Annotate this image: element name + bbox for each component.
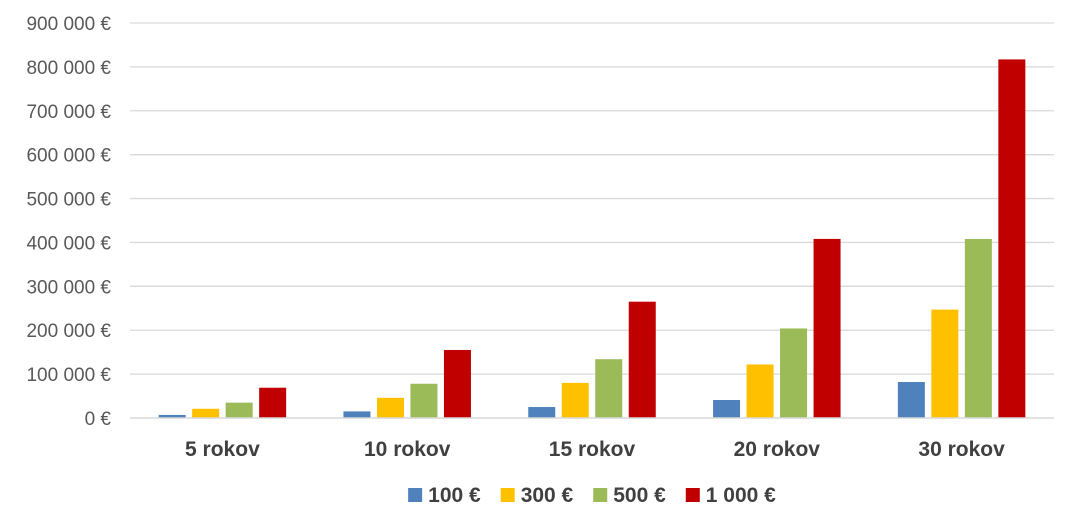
legend-swatch [593,488,608,502]
bar-3-4 [780,328,808,418]
bar-3-3 [595,359,623,418]
legend: 100 € 300 € 500 € 1 000 € [408,484,776,507]
bar-1-5 [897,382,925,418]
bar-1-1 [158,414,186,418]
y-axis-ticks: 0 € 100 000 € 200 000 € 300 000 € 400 000 € 5… [26,14,111,430]
bar-1-3 [528,407,556,418]
bar-3-1 [225,402,253,418]
legend-swatch [408,488,423,502]
y-tick-label: 300 000 € [26,277,111,298]
bar-2-5 [931,309,959,418]
bar-4-2 [443,349,471,418]
bar-3-2 [410,383,438,418]
bar-2-2 [376,397,404,418]
legend-label: 1 000 € [706,484,776,507]
x-category-label: 10 rokov [364,438,451,461]
bar-4-4 [813,238,841,418]
legend-swatch [685,488,700,502]
bar-4-5 [998,59,1026,419]
bar-4-1 [259,387,287,418]
y-tick-label: 700 000 € [26,102,111,123]
bar-1-4 [713,400,741,418]
y-tick-label: 400 000 € [26,233,111,254]
bar-2-4 [746,364,774,418]
x-axis-labels: 5 rokov 10 rokov 15 rokov 20 rokov 30 rokov [185,438,1005,461]
bar-2-1 [192,408,220,418]
y-tick-label: 0 € [85,409,112,430]
bars [158,59,1026,419]
gridlines [130,22,1054,375]
y-tick-label: 600 000 € [26,146,111,167]
legend-label: 100 € [428,484,481,507]
y-tick-label: 100 000 € [26,365,111,386]
x-category-label: 30 rokov [918,438,1005,461]
x-category-label: 20 rokov [734,438,821,461]
legend-label: 500 € [613,484,666,507]
legend-swatch [500,488,515,502]
x-category-label: 15 rokov [549,438,636,461]
y-tick-label: 500 000 € [26,190,111,211]
y-tick-label: 200 000 € [26,321,111,342]
bar-4-3 [628,301,656,418]
bar-1-2 [343,411,371,418]
y-tick-label: 900 000 € [26,14,111,35]
legend-label: 300 € [521,484,574,507]
y-tick-label: 800 000 € [26,58,111,79]
bar-3-5 [964,238,992,418]
bar-2-3 [561,382,589,418]
x-category-label: 5 rokov [185,438,260,461]
